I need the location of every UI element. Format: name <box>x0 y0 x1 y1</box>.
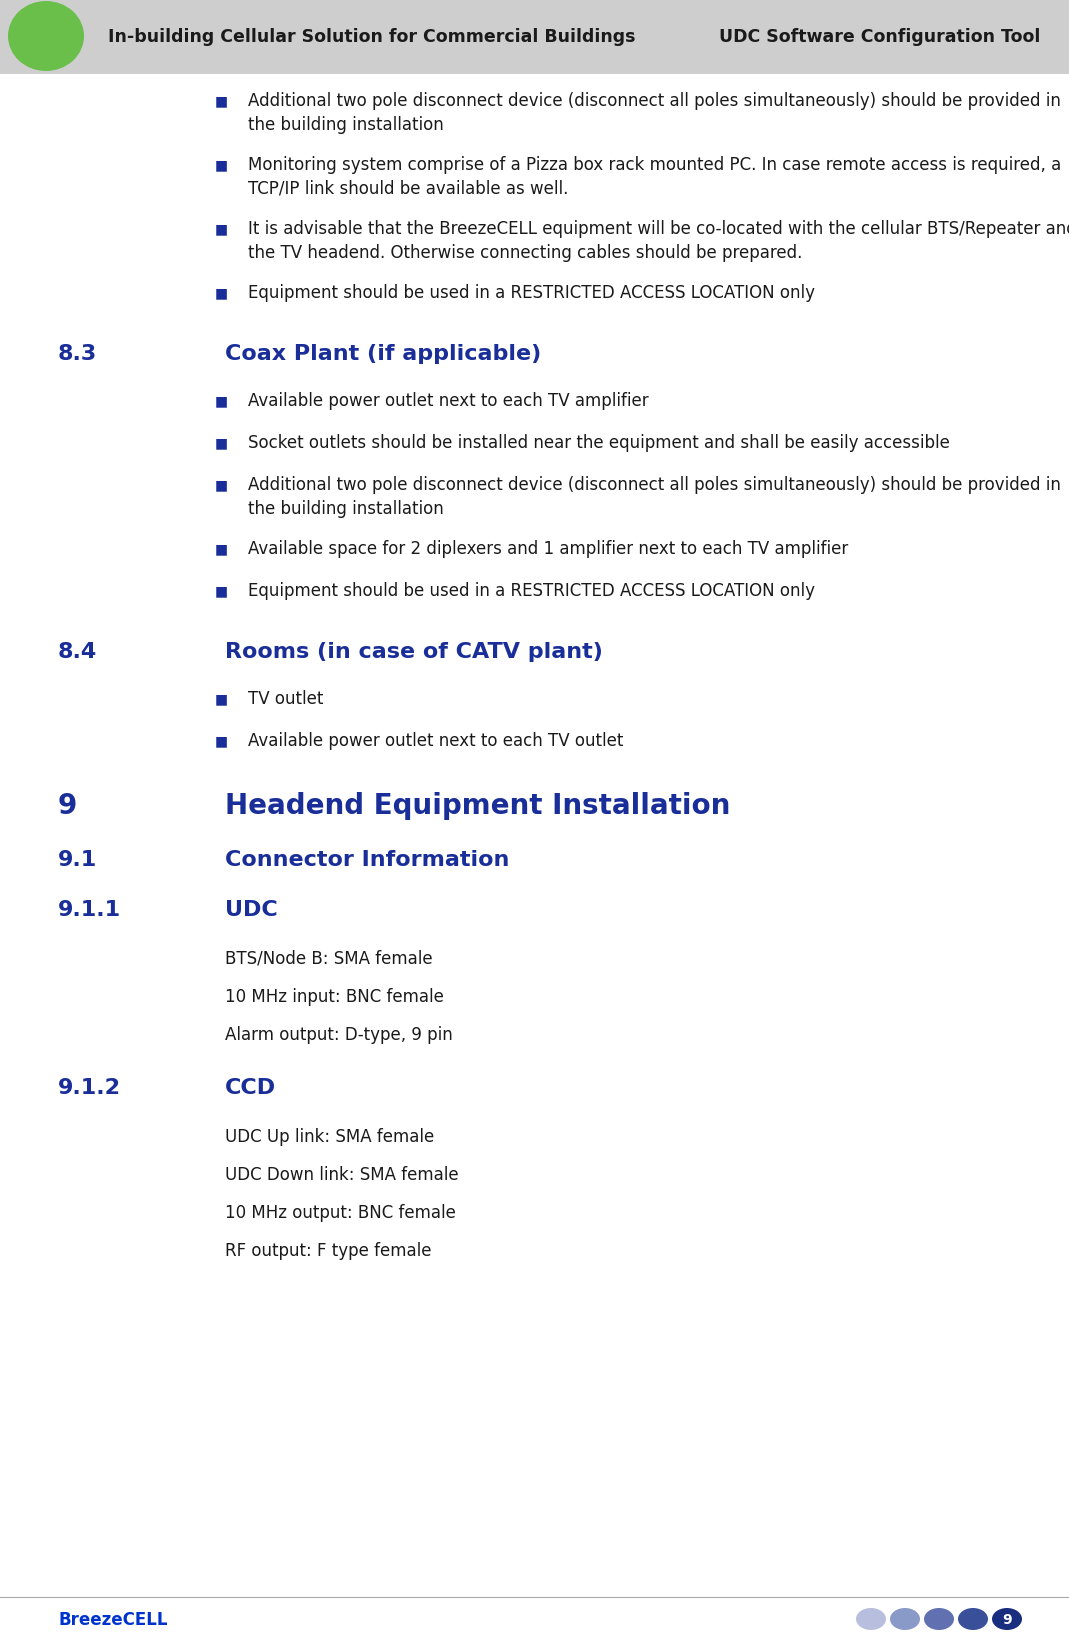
Text: ■: ■ <box>215 393 228 408</box>
Text: ■: ■ <box>215 93 228 108</box>
Text: BTS/Node B: SMA female: BTS/Node B: SMA female <box>224 949 433 967</box>
Text: 10 MHz input: BNC female: 10 MHz input: BNC female <box>224 987 444 1005</box>
Ellipse shape <box>856 1608 886 1631</box>
Text: UDC Software Configuration Tool: UDC Software Configuration Tool <box>718 28 1040 46</box>
FancyBboxPatch shape <box>0 0 1069 75</box>
Text: 9: 9 <box>58 792 77 820</box>
Text: ■: ■ <box>215 692 228 705</box>
Text: ■: ■ <box>215 583 228 598</box>
Ellipse shape <box>7 2 84 72</box>
Text: BreezeCELL: BreezeCELL <box>58 1609 168 1628</box>
Ellipse shape <box>890 1608 920 1631</box>
Text: 8.4: 8.4 <box>58 641 97 662</box>
Text: Headend Equipment Installation: Headend Equipment Installation <box>224 792 730 820</box>
Text: Connector Information: Connector Information <box>224 849 509 869</box>
Text: UDC Up link: SMA female: UDC Up link: SMA female <box>224 1128 434 1146</box>
Text: 9: 9 <box>1003 1613 1012 1626</box>
Text: Monitoring system comprise of a Pizza box rack mounted PC. In case remote access: Monitoring system comprise of a Pizza bo… <box>248 156 1062 197</box>
Text: Additional two pole disconnect device (disconnect all poles simultaneously) shou: Additional two pole disconnect device (d… <box>248 92 1060 133</box>
Text: Available power outlet next to each TV outlet: Available power outlet next to each TV o… <box>248 731 623 749</box>
Text: 9.1.1: 9.1.1 <box>58 900 121 919</box>
Text: Equipment should be used in a RESTRICTED ACCESS LOCATION only: Equipment should be used in a RESTRICTED… <box>248 582 815 600</box>
Ellipse shape <box>992 1608 1022 1631</box>
Text: Rooms (in case of CATV plant): Rooms (in case of CATV plant) <box>224 641 603 662</box>
Text: ■: ■ <box>215 734 228 747</box>
Text: In-building Cellular Solution for Commercial Buildings: In-building Cellular Solution for Commer… <box>108 28 635 46</box>
Text: ■: ■ <box>215 157 228 172</box>
Text: ■: ■ <box>215 541 228 556</box>
Text: UDC Down link: SMA female: UDC Down link: SMA female <box>224 1165 459 1183</box>
Text: It is advisable that the BreezeCELL equipment will be co-located with the cellul: It is advisable that the BreezeCELL equi… <box>248 220 1069 262</box>
Text: ■: ■ <box>215 436 228 449</box>
Text: 9.1: 9.1 <box>58 849 97 869</box>
Text: ■: ■ <box>215 477 228 492</box>
Text: Available space for 2 diplexers and 1 amplifier next to each TV amplifier: Available space for 2 diplexers and 1 am… <box>248 539 848 557</box>
Text: Available power outlet next to each TV amplifier: Available power outlet next to each TV a… <box>248 392 649 410</box>
Text: CCD: CCD <box>224 1077 276 1098</box>
Text: RF output: F type female: RF output: F type female <box>224 1241 432 1259</box>
Text: Additional two pole disconnect device (disconnect all poles simultaneously) shou: Additional two pole disconnect device (d… <box>248 475 1060 518</box>
Text: Coax Plant (if applicable): Coax Plant (if applicable) <box>224 344 541 364</box>
Text: ■: ■ <box>215 221 228 236</box>
Text: ■: ■ <box>215 285 228 300</box>
Text: 9.1.2: 9.1.2 <box>58 1077 121 1098</box>
Text: Alarm output: D-type, 9 pin: Alarm output: D-type, 9 pin <box>224 1026 453 1044</box>
Text: TV outlet: TV outlet <box>248 690 324 708</box>
Ellipse shape <box>924 1608 954 1631</box>
Text: Equipment should be used in a RESTRICTED ACCESS LOCATION only: Equipment should be used in a RESTRICTED… <box>248 284 815 302</box>
Text: 10 MHz output: BNC female: 10 MHz output: BNC female <box>224 1203 455 1221</box>
Ellipse shape <box>958 1608 988 1631</box>
Text: UDC: UDC <box>224 900 278 919</box>
Text: 8.3: 8.3 <box>58 344 97 364</box>
Text: Socket outlets should be installed near the equipment and shall be easily access: Socket outlets should be installed near … <box>248 434 950 452</box>
